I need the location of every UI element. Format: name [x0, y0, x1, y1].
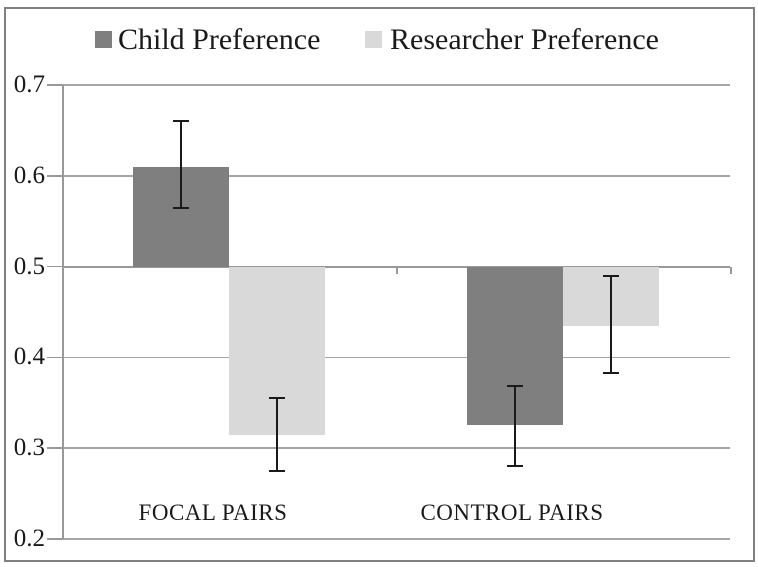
y-axis-label: 0.5 — [13, 252, 45, 280]
y-axis-tick — [47, 84, 62, 86]
y-axis-tick — [47, 175, 62, 177]
y-axis-label: 0.2 — [13, 525, 45, 552]
y-axis-tick — [47, 447, 62, 449]
gridline — [62, 84, 730, 86]
error-bar-cap — [603, 274, 619, 277]
category-axis-tick — [396, 266, 398, 274]
legend-swatch-child-preference — [95, 31, 112, 48]
error-bar-cap — [269, 397, 285, 400]
error-bar-line — [514, 386, 516, 467]
error-bar-cap — [173, 206, 189, 209]
y-axis-tick — [47, 265, 62, 268]
y-axis-tick — [47, 356, 62, 359]
gridline — [62, 175, 730, 177]
error-bar-cap — [507, 385, 523, 388]
y-axis-line — [62, 85, 64, 539]
category-label: FOCAL PAIRS — [138, 500, 288, 525]
gridline — [62, 538, 730, 540]
error-bar-line — [610, 275, 612, 373]
y-axis-label: 0.4 — [13, 343, 45, 371]
category-label: CONTROL PAIRS — [420, 500, 604, 525]
legend-label-child-preference: Child Preference — [118, 23, 321, 56]
error-bar-line — [276, 398, 278, 471]
category-axis-tick — [62, 266, 64, 274]
y-axis-tick — [47, 538, 62, 540]
legend-label-researcher-preference: Researcher Preference — [390, 23, 659, 56]
y-axis-label: 0.6 — [13, 161, 45, 189]
gridline — [62, 447, 730, 449]
legend-swatch-researcher-preference — [365, 31, 382, 48]
error-bar-cap — [507, 465, 523, 468]
category-axis-tick — [730, 266, 732, 274]
gridline — [62, 356, 730, 359]
y-axis-label: 0.3 — [13, 434, 45, 462]
error-bar-cap — [269, 469, 285, 472]
y-axis-label: 0.7 — [13, 71, 45, 98]
error-bar-cap — [173, 120, 189, 123]
error-bar-cap — [603, 371, 619, 374]
error-bar-line — [180, 121, 182, 208]
